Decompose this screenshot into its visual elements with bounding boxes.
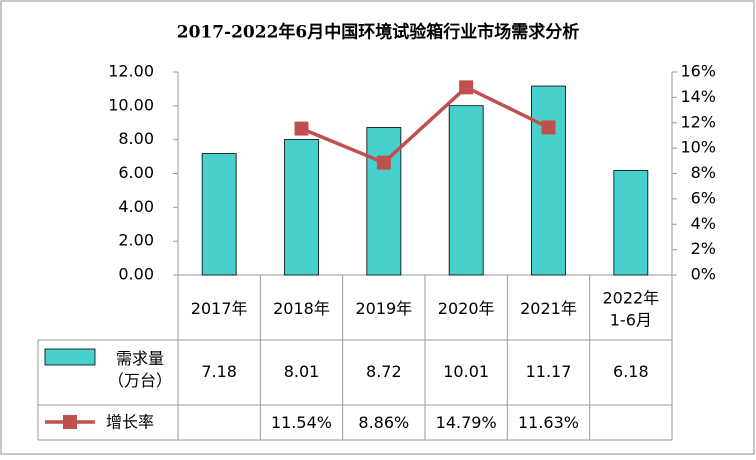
legend-swatch	[44, 348, 96, 366]
line-marker	[459, 80, 474, 95]
y-tick-label: 10.00	[108, 95, 154, 114]
table-value: 10.01	[443, 362, 489, 381]
x-tick-label: 2018年	[273, 299, 330, 318]
x-tick-label: 2020年	[438, 299, 495, 318]
table-value: 11.63%	[518, 413, 579, 432]
y2-tick-label: 8%	[691, 163, 716, 182]
table-value: 8.01	[284, 362, 320, 381]
y-tick-label: 2.00	[118, 231, 154, 250]
bar	[613, 170, 649, 276]
table-value: 14.79%	[436, 413, 497, 432]
x-tick-label: 2019年	[355, 299, 412, 318]
bar	[531, 85, 566, 276]
y2-tick-label: 4%	[691, 214, 716, 233]
y2-tick-label: 10%	[680, 138, 716, 157]
x-tick-label: 2017年	[191, 299, 248, 318]
legend-label: 增长率	[106, 413, 154, 432]
x-tick-label: 2022年 1-6月	[602, 288, 659, 329]
table-value: 8.86%	[358, 413, 409, 432]
line-marker	[294, 121, 309, 136]
bar	[284, 139, 319, 276]
bar	[201, 153, 237, 276]
legend-marker	[63, 415, 77, 429]
chart-title: 2017-2022年6月中国环境试验箱行业市场需求分析	[177, 22, 580, 43]
table-value: 8.72	[366, 362, 402, 381]
y-tick-label: 4.00	[118, 197, 154, 216]
y2-tick-label: 14%	[680, 87, 716, 106]
line	[300, 85, 550, 165]
line-marker	[541, 120, 556, 135]
table-value: 6.18	[613, 362, 649, 381]
table-value: 11.54%	[271, 413, 332, 432]
y-tick-label: 0.00	[118, 265, 154, 284]
table-value: 11.17	[526, 362, 572, 381]
table-value: 7.18	[201, 362, 237, 381]
x-tick-label: 2021年	[520, 299, 577, 318]
bar	[448, 105, 484, 276]
y2-tick-label: 16%	[680, 62, 716, 81]
line-marker	[376, 155, 391, 170]
legend-label: 需求量（万台）	[108, 349, 172, 390]
y2-tick-label: 12%	[680, 112, 716, 131]
y-tick-label: 6.00	[118, 163, 154, 182]
y2-tick-label: 2%	[691, 239, 716, 258]
y2-tick-label: 0%	[691, 265, 716, 284]
y2-tick-label: 6%	[691, 188, 716, 207]
y-tick-label: 8.00	[118, 129, 154, 148]
y-tick-label: 12.00	[108, 62, 154, 81]
